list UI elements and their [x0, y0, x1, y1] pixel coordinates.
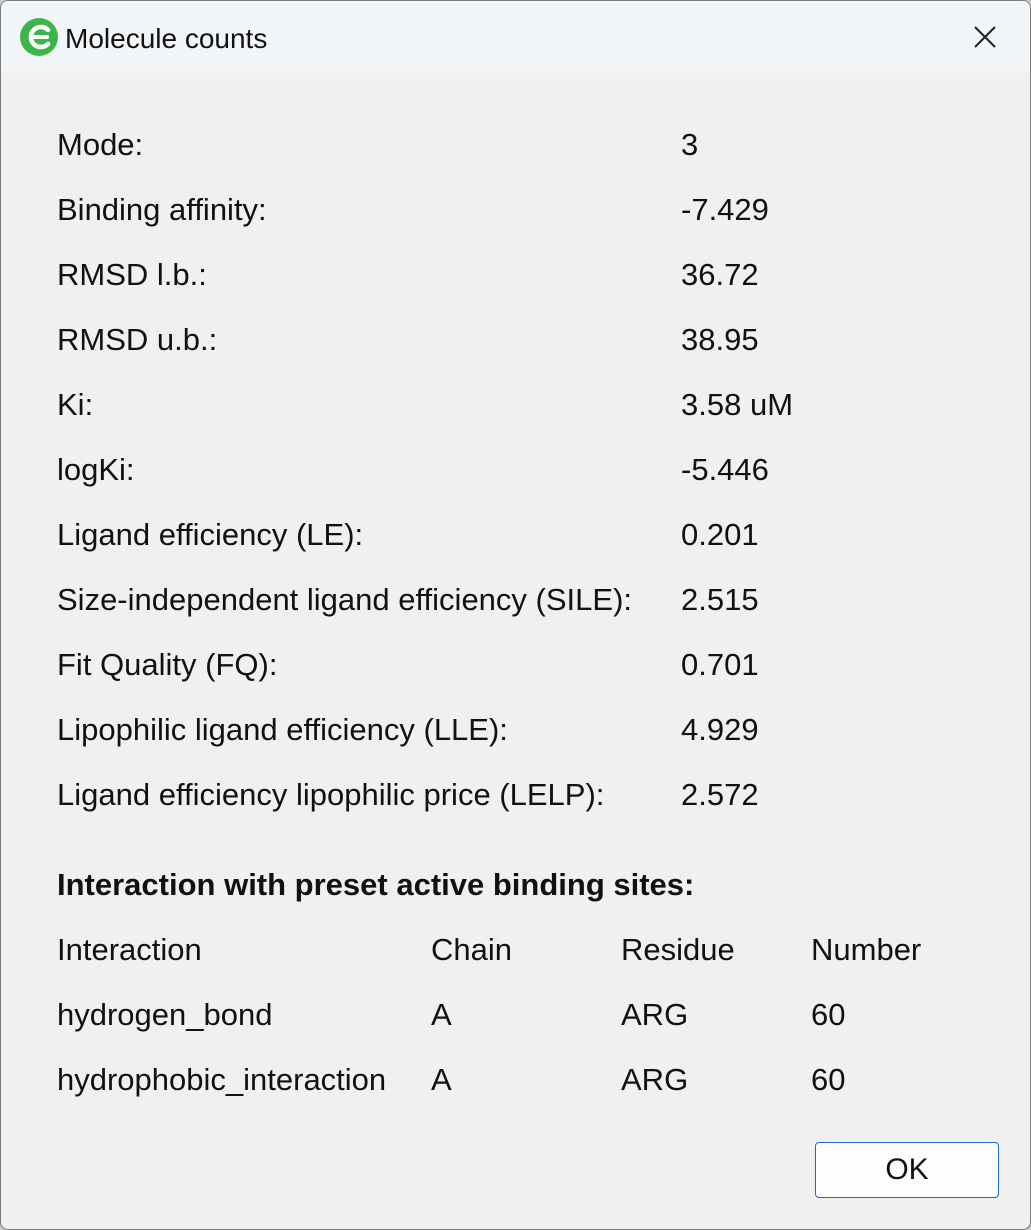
- result-value: 0.701: [681, 647, 759, 682]
- result-label: Fit Quality (FQ):: [57, 647, 278, 682]
- window-title: Molecule counts: [65, 23, 268, 54]
- result-value: -7.429: [681, 192, 769, 227]
- result-label: Size-independent ligand efficiency (SILE…: [57, 582, 632, 617]
- result-value: 3.58 uM: [681, 387, 794, 422]
- ok-button[interactable]: OK: [815, 1142, 999, 1198]
- column-header-residue: Residue: [621, 932, 735, 967]
- result-label: Ligand efficiency lipophilic price (LELP…: [57, 777, 605, 812]
- column-header-chain: Chain: [431, 932, 512, 967]
- result-label: RMSD l.b.:: [57, 257, 207, 292]
- result-label: RMSD u.b.:: [57, 322, 218, 357]
- result-label: Binding affinity:: [57, 192, 267, 227]
- cell-interaction: hydrophobic_interaction: [57, 1062, 387, 1097]
- cell-residue: ARG: [621, 1062, 689, 1097]
- result-label: Mode:: [57, 127, 144, 162]
- result-value: 2.572: [681, 777, 759, 812]
- result-value: 2.515: [681, 582, 759, 617]
- result-value: 0.201: [681, 517, 759, 552]
- interaction-section-title: Interaction with preset active binding s…: [57, 867, 695, 902]
- result-value: 3: [681, 127, 699, 162]
- result-value: 4.929: [681, 712, 759, 747]
- table-row: hydrogen_bond A ARG 60: [57, 995, 997, 1035]
- cell-interaction: hydrogen_bond: [57, 997, 273, 1032]
- result-label: Ki:: [57, 387, 94, 422]
- result-label: Lipophilic ligand efficiency (LLE):: [57, 712, 508, 747]
- result-value: 38.95: [681, 322, 759, 357]
- result-label: logKi:: [57, 452, 135, 487]
- cell-number: 60: [811, 1062, 846, 1097]
- column-header-interaction: Interaction: [57, 932, 202, 967]
- result-label: Ligand efficiency (LE):: [57, 517, 364, 552]
- cell-chain: A: [431, 1062, 452, 1097]
- interaction-table-header: Interaction Chain Residue Number: [57, 930, 997, 970]
- close-button[interactable]: [940, 1, 1030, 73]
- result-value: -5.446: [681, 452, 769, 487]
- column-header-number: Number: [811, 932, 922, 967]
- cell-number: 60: [811, 997, 846, 1032]
- title-bar: Molecule counts: [1, 1, 1030, 73]
- table-row: hydrophobic_interaction A ARG 60: [57, 1060, 997, 1100]
- result-value: 36.72: [681, 257, 759, 292]
- cell-residue: ARG: [621, 997, 689, 1032]
- app-logo-icon: [19, 17, 59, 57]
- cell-chain: A: [431, 997, 452, 1032]
- close-icon: [974, 26, 996, 48]
